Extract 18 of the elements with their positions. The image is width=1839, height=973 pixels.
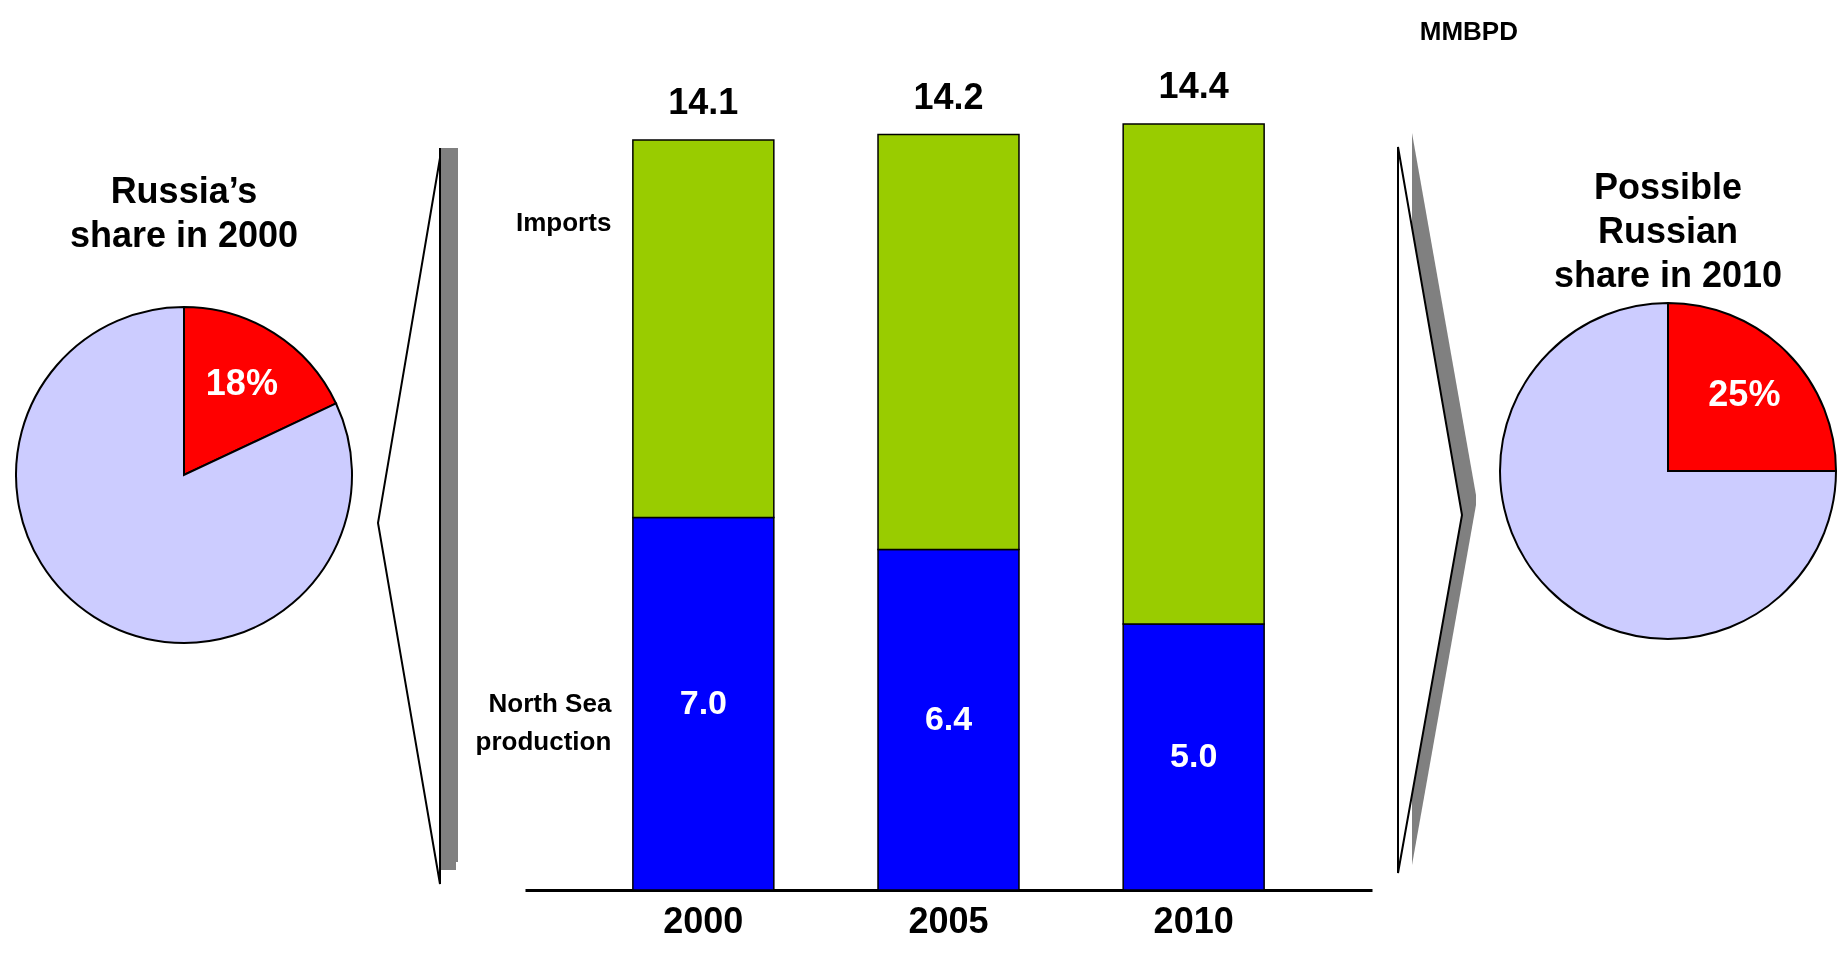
total-label: 14.1 [668, 80, 739, 122]
data-label: 18% [205, 361, 278, 403]
data-label: 6.4 [924, 698, 973, 737]
chart-title: Russia’s share in 2000 [69, 170, 299, 255]
x-tick-label: 2000 [663, 899, 744, 941]
x-tick-label: 2005 [908, 899, 989, 941]
series-label: Imports [516, 207, 612, 237]
data-label: 25% [1708, 372, 1781, 414]
pie-slice [1499, 302, 1837, 640]
total-label: 14.2 [913, 75, 984, 117]
data-label: 7.0 [679, 682, 727, 721]
chart-title: Possible Russian share in 2010 [1553, 166, 1783, 295]
total-label: 14.4 [1158, 64, 1229, 106]
text: MMBPD [1419, 16, 1518, 46]
series-label: North Sea production [475, 687, 612, 756]
x-tick-label: 2010 [1153, 899, 1234, 941]
data-label: 5.0 [1170, 736, 1218, 774]
pie-slice [15, 306, 353, 644]
